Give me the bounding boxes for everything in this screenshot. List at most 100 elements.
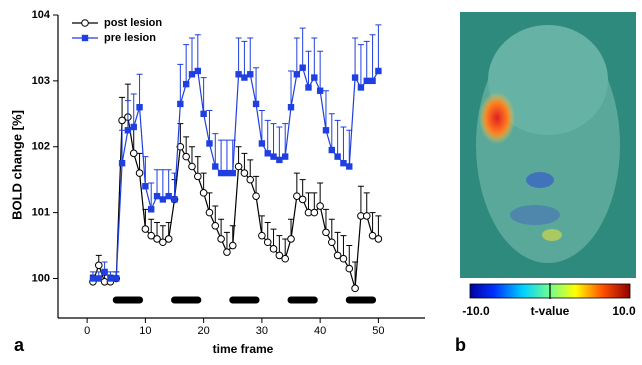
marker [218, 170, 224, 176]
error-bar [183, 45, 189, 85]
error-bar [212, 134, 218, 167]
x-tick-label: 20 [198, 325, 210, 337]
x-tick-label: 50 [372, 325, 384, 337]
error-bar [154, 170, 160, 196]
marker [328, 239, 335, 246]
error-bar [236, 38, 242, 74]
marker [299, 196, 306, 203]
marker [247, 176, 254, 183]
marker [253, 193, 260, 200]
marker [171, 196, 177, 202]
marker [90, 275, 96, 281]
marker [229, 242, 236, 249]
error-bar [375, 25, 381, 71]
marker [154, 193, 160, 199]
error-bar [311, 38, 317, 78]
marker [317, 88, 323, 94]
marker [253, 101, 259, 107]
x-tick-label: 0 [84, 325, 90, 337]
marker [183, 81, 189, 87]
marker [95, 262, 102, 269]
error-bar [323, 91, 329, 131]
error-bar [160, 170, 166, 200]
error-bar [206, 111, 212, 144]
error-bar [166, 170, 172, 196]
activation [526, 172, 554, 188]
marker [107, 275, 113, 281]
marker [142, 226, 149, 233]
colorbar-label: t-value [531, 304, 570, 318]
marker [282, 153, 288, 159]
marker [195, 68, 201, 74]
marker [177, 101, 183, 107]
error-bar [253, 68, 259, 104]
marker [346, 163, 352, 169]
colorbar-min: -10.0 [462, 304, 490, 318]
image-panel: -10.0 t-value 10.0 b [455, 12, 636, 355]
marker [329, 147, 335, 153]
error-bar [335, 120, 341, 156]
marker [136, 104, 142, 110]
y-tick-label: 102 [32, 141, 50, 153]
error-bar [271, 124, 277, 157]
marker [224, 170, 230, 176]
marker [265, 150, 271, 156]
marker [352, 285, 359, 292]
y-tick-label: 100 [32, 272, 50, 284]
activation [510, 205, 560, 225]
marker [160, 196, 166, 202]
error-bar [340, 127, 346, 163]
error-bar [276, 127, 282, 160]
marker [131, 124, 137, 130]
legend-label: post lesion [104, 17, 162, 29]
marker [323, 127, 329, 133]
legend-label: pre lesion [104, 32, 156, 44]
colorbar-max: 10.0 [612, 304, 636, 318]
marker [96, 275, 102, 281]
marker [241, 170, 248, 177]
legend-marker [82, 20, 89, 27]
y-tick-label: 104 [32, 9, 51, 21]
panel-label: b [455, 335, 466, 355]
y-tick-label: 101 [32, 207, 50, 219]
marker [230, 170, 236, 176]
y-tick-label: 103 [32, 75, 50, 87]
error-bar [224, 140, 230, 173]
error-bar [288, 71, 294, 107]
legend-marker [82, 35, 88, 41]
marker [375, 68, 381, 74]
marker [264, 239, 271, 246]
marker [364, 78, 370, 84]
error-bar [300, 28, 306, 68]
marker [317, 203, 324, 210]
marker [148, 206, 154, 212]
error-bar [358, 45, 364, 88]
marker [259, 232, 266, 239]
marker [358, 84, 364, 90]
x-tick-label: 30 [256, 325, 268, 337]
marker [235, 71, 241, 77]
marker [200, 111, 206, 117]
marker [212, 222, 219, 229]
marker [294, 71, 300, 77]
marker [235, 163, 242, 170]
marker [334, 153, 340, 159]
error-bar [241, 41, 247, 77]
marker [206, 140, 212, 146]
marker [288, 104, 294, 110]
error-bar [131, 94, 137, 127]
marker [352, 74, 358, 80]
marker [136, 170, 143, 177]
activation [479, 92, 515, 144]
marker [369, 78, 375, 84]
x-axis-label: time frame [213, 342, 274, 356]
marker [288, 236, 295, 243]
marker [125, 127, 131, 133]
marker [305, 84, 311, 90]
marker [276, 157, 282, 163]
marker [113, 275, 119, 281]
marker [130, 150, 137, 157]
error-bar [358, 186, 364, 216]
figure: a time frame BOLD change [%] 10010110210… [0, 0, 642, 360]
